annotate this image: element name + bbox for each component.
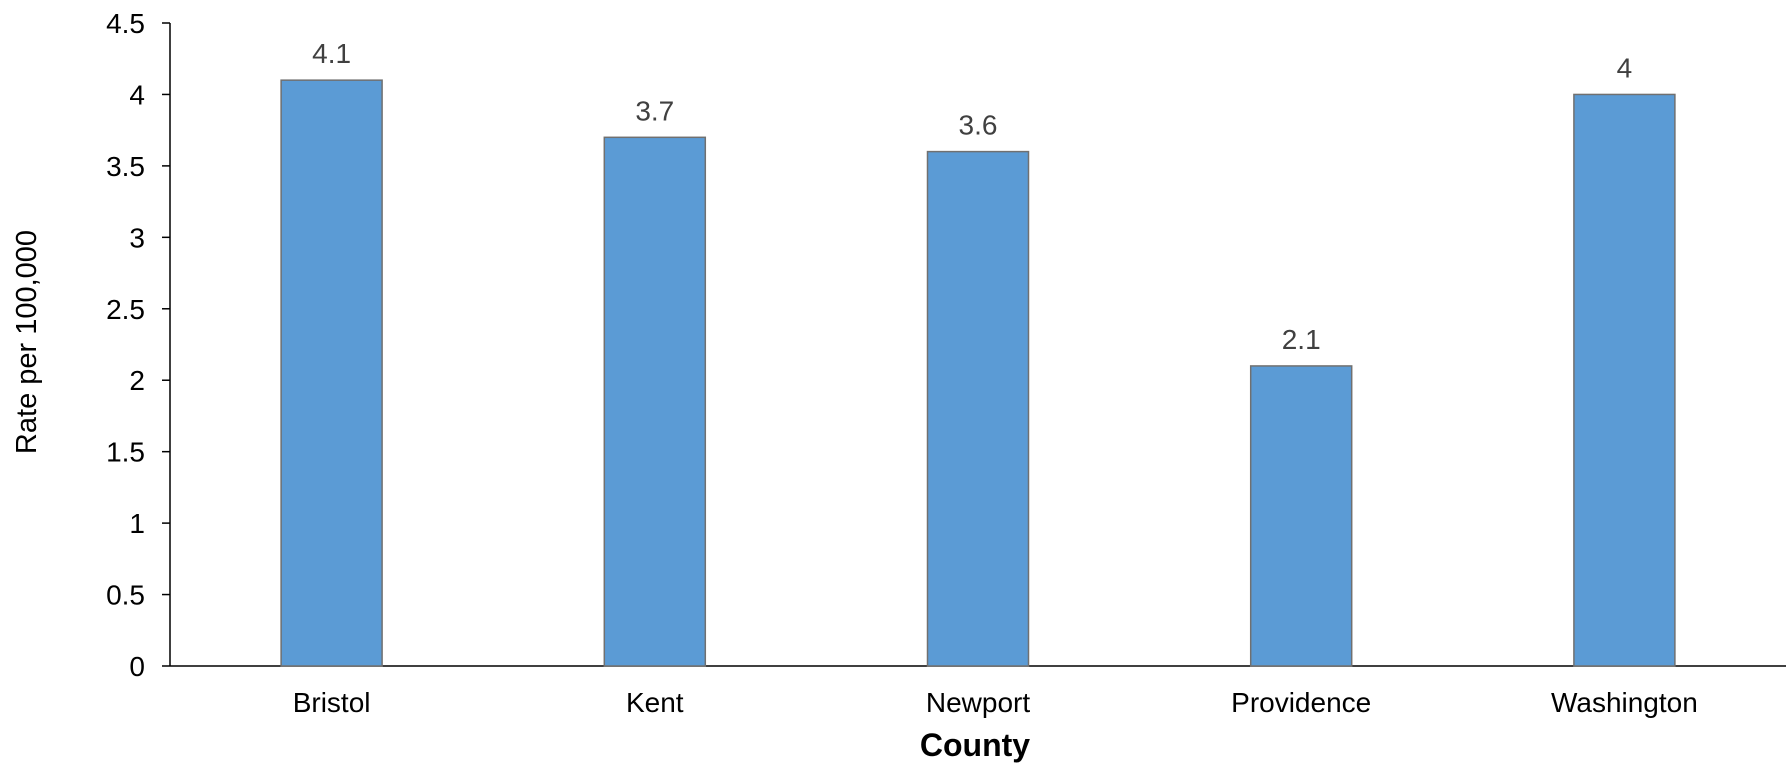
bar <box>1573 93 1676 667</box>
bar-value-label: 3.7 <box>635 95 674 126</box>
y-axis-title: Rate per 100,000 <box>11 230 43 454</box>
y-axis: 0 0.5 1 1.5 2 2.5 3 3.5 4 4.5 <box>106 8 171 682</box>
bar-value-label: 4 <box>1617 52 1633 83</box>
y-tick-label: 4 <box>129 79 145 110</box>
x-tick-label: Newport <box>926 687 1030 718</box>
x-tick-label: Kent <box>626 687 684 718</box>
y-tick-label: 2.5 <box>106 294 145 325</box>
bar-value-label: 3.6 <box>959 110 998 141</box>
x-axis-title: County <box>920 727 1030 763</box>
bar <box>926 150 1030 667</box>
x-axis: Bristol Kent Newport Providence Washington <box>170 665 1786 718</box>
y-tick-label: 0.5 <box>106 580 145 611</box>
y-tick-label: 1 <box>129 508 145 539</box>
bar <box>603 136 707 667</box>
y-tick-label: 4.5 <box>106 8 145 39</box>
bar <box>280 79 383 667</box>
y-tick-label: 3 <box>129 222 145 253</box>
x-tick-label: Bristol <box>293 687 371 718</box>
x-tick-label: Washington <box>1551 687 1698 718</box>
x-tick-label: Providence <box>1231 687 1371 718</box>
bar-value-label: 4.1 <box>312 38 351 69</box>
bar <box>1249 365 1353 667</box>
y-tick-label: 1.5 <box>106 437 145 468</box>
bars <box>280 79 1676 667</box>
bar-value-label: 2.1 <box>1282 324 1321 355</box>
data-labels: 4.1 3.7 3.6 2.1 4 <box>312 38 1632 355</box>
y-tick-label: 3.5 <box>106 151 145 182</box>
y-tick-label: 2 <box>129 365 145 396</box>
y-tick-label: 0 <box>129 651 145 682</box>
